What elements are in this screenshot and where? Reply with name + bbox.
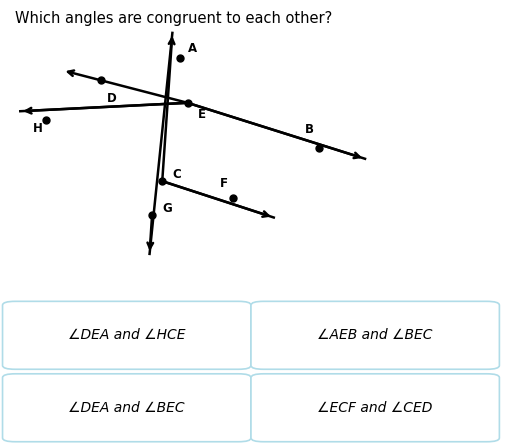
Text: ∠AEB and ∠BEC: ∠AEB and ∠BEC [317, 328, 433, 342]
Text: ∠DEA and ∠BEC: ∠DEA and ∠BEC [68, 401, 185, 415]
FancyBboxPatch shape [3, 374, 251, 442]
Text: C: C [172, 168, 181, 181]
FancyBboxPatch shape [3, 301, 251, 369]
FancyBboxPatch shape [251, 301, 499, 369]
Text: F: F [220, 177, 228, 190]
Text: E: E [198, 108, 206, 121]
Text: ∠ECF and ∠CED: ∠ECF and ∠CED [317, 401, 433, 415]
Text: D: D [106, 91, 116, 105]
Text: Which angles are congruent to each other?: Which angles are congruent to each other… [15, 11, 333, 26]
Text: B: B [305, 123, 314, 136]
Text: A: A [188, 42, 197, 55]
Text: ∠DEA and ∠HCE: ∠DEA and ∠HCE [68, 328, 186, 342]
Text: H: H [33, 123, 43, 135]
Text: G: G [162, 202, 172, 215]
FancyBboxPatch shape [251, 374, 499, 442]
